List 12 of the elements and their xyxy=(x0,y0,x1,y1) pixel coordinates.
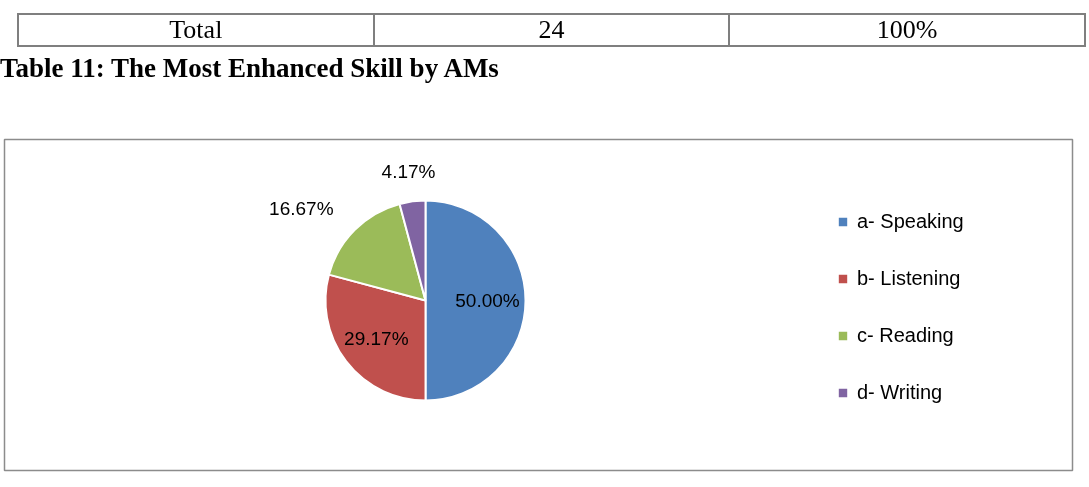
data-label: 29.17% xyxy=(344,327,409,349)
text: 100% xyxy=(729,14,1085,46)
legend-label: a- Speaking xyxy=(857,210,964,233)
text: 24 xyxy=(373,14,730,46)
data-label: 50.00% xyxy=(455,289,520,311)
data-label: 16.67% xyxy=(269,198,334,220)
legend-label: d- Writing xyxy=(857,381,943,404)
legend-label: c- Reading xyxy=(857,324,954,347)
chart-title: Table 11: The Most Enhanced Skill by AMs xyxy=(0,52,499,83)
text: Total xyxy=(18,14,374,46)
legend-label: b- Listening xyxy=(857,267,961,290)
data-label: 4.17% xyxy=(381,161,436,183)
